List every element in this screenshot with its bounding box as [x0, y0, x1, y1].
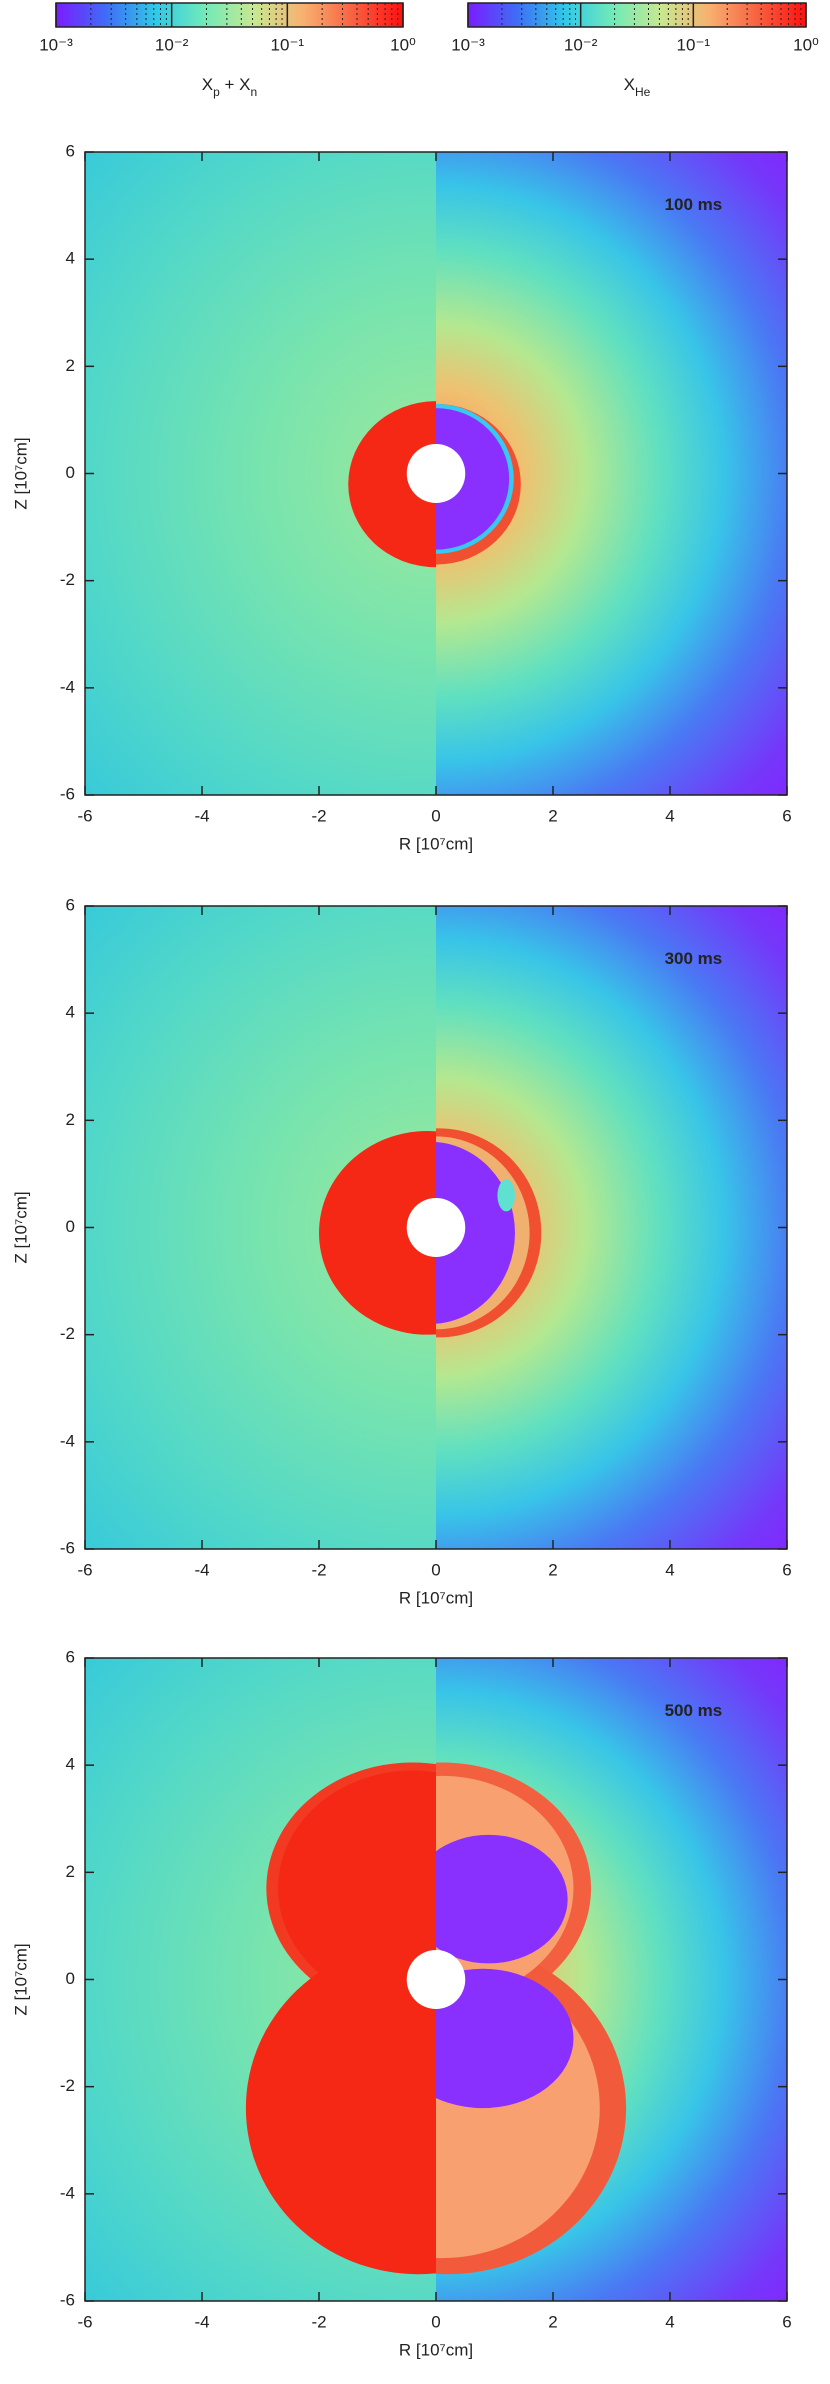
tick-label: 10⁰ [390, 35, 416, 54]
x-tick-label: -6 [77, 1560, 92, 1579]
right-half [436, 152, 787, 795]
label-part: n [251, 85, 258, 99]
y-tick-label: 4 [66, 1755, 75, 1774]
x-tick-label: 6 [782, 2312, 791, 2331]
y-tick-label: -6 [60, 1538, 75, 1557]
x-tick-label: -4 [194, 806, 209, 825]
x-tick-label: -4 [194, 2312, 209, 2331]
x-tick-label: 4 [665, 2312, 674, 2331]
region [319, 1131, 436, 1335]
region [406, 1198, 466, 1257]
region [348, 401, 436, 568]
tick-label: 10⁻² [564, 35, 598, 54]
y-tick-label: 6 [66, 1647, 75, 1666]
y-tick-label: 6 [66, 895, 75, 914]
region [245, 1942, 436, 2275]
left-half [85, 152, 436, 795]
y-tick-label: 2 [66, 1110, 75, 1129]
tick-label: 10⁻³ [451, 35, 485, 54]
y-tick-label: 0 [66, 1969, 75, 1988]
colorbar-label: Xp + Xn [202, 75, 257, 99]
y-tick-label: -2 [60, 1324, 75, 1343]
x-tick-label: -2 [311, 1560, 326, 1579]
x-tick-label: 0 [431, 2312, 440, 2331]
y-axis-label: Z [10⁷cm] [11, 1191, 30, 1263]
region [436, 408, 510, 550]
tick-label: 10⁻¹ [677, 35, 711, 54]
region [406, 444, 466, 503]
y-tick-label: 0 [66, 463, 75, 482]
y-tick-label: -4 [60, 1431, 75, 1450]
x-tick-label: -2 [311, 2312, 326, 2331]
colorbar-label: XHe [624, 75, 651, 99]
x-tick-label: 6 [782, 806, 791, 825]
y-tick-label: -4 [60, 677, 75, 696]
x-tick-label: 0 [431, 806, 440, 825]
y-tick-label: 2 [66, 1862, 75, 1881]
y-tick-label: 4 [66, 249, 75, 268]
x-tick-label: 0 [431, 1560, 440, 1579]
region [278, 1770, 436, 2007]
label-part: X [202, 75, 213, 94]
x-tick-label: 4 [665, 1560, 674, 1579]
label-part: He [635, 85, 651, 99]
label-part: X [624, 75, 635, 94]
time-annotation: 500 ms [665, 1701, 723, 1720]
y-tick-label: 6 [66, 141, 75, 160]
tick-label: 10⁻¹ [271, 35, 305, 54]
right-half [436, 1658, 787, 2301]
region [406, 1950, 466, 2009]
y-tick-label: -6 [60, 2290, 75, 2309]
x-axis-label: R [10⁷cm] [399, 834, 473, 853]
y-tick-label: 0 [66, 1217, 75, 1236]
y-tick-label: -6 [60, 784, 75, 803]
x-tick-label: 6 [782, 1560, 791, 1579]
region [436, 1834, 568, 1964]
x-tick-label: 4 [665, 806, 674, 825]
x-axis-label: R [10⁷cm] [399, 1588, 473, 1607]
left-half [85, 906, 436, 1549]
y-axis-label: Z [10⁷cm] [11, 437, 30, 509]
x-tick-label: -6 [77, 806, 92, 825]
y-tick-label: -4 [60, 2183, 75, 2202]
region [436, 1968, 574, 2109]
x-tick-label: -6 [77, 2312, 92, 2331]
left-half [85, 1658, 436, 2301]
time-annotation: 300 ms [665, 949, 723, 968]
y-axis-label: Z [10⁷cm] [11, 1943, 30, 2015]
colorbar [467, 2, 807, 28]
y-tick-label: 4 [66, 1003, 75, 1022]
region [497, 1179, 515, 1212]
y-tick-label: 2 [66, 356, 75, 375]
colorbar [55, 2, 404, 28]
x-axis-label: R [10⁷cm] [399, 2340, 473, 2359]
x-tick-label: -4 [194, 1560, 209, 1579]
right-half [436, 906, 787, 1549]
x-tick-label: 2 [548, 1560, 557, 1579]
tick-label: 10⁻² [155, 35, 189, 54]
tick-label: 10⁰ [793, 35, 819, 54]
x-tick-label: 2 [548, 2312, 557, 2331]
region [436, 1141, 515, 1324]
time-annotation: 100 ms [665, 195, 723, 214]
y-tick-label: -2 [60, 570, 75, 589]
x-tick-label: -2 [311, 806, 326, 825]
tick-label: 10⁻³ [39, 35, 73, 54]
label-part: + X [220, 75, 251, 94]
y-tick-label: -2 [60, 2076, 75, 2095]
x-tick-label: 2 [548, 806, 557, 825]
label-part: p [213, 85, 220, 99]
